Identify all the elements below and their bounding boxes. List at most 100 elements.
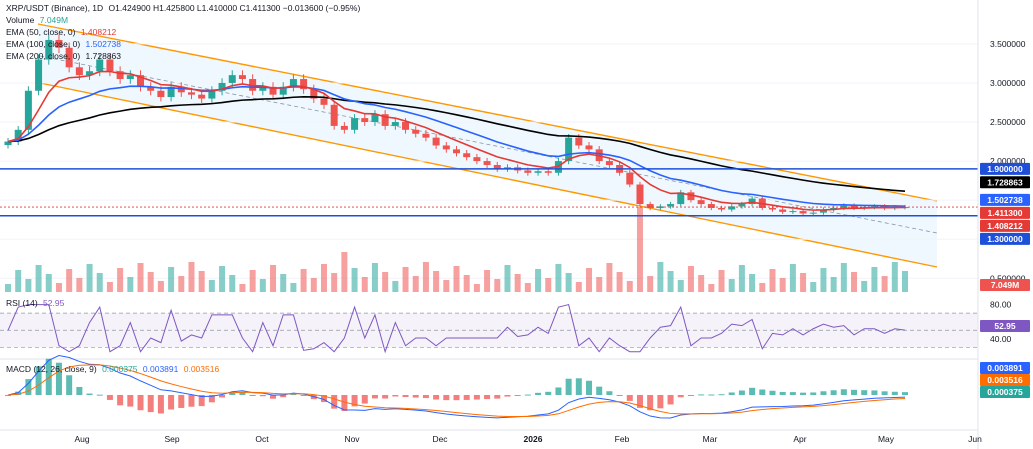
volume-label: Volume — [6, 15, 35, 25]
candle-body-68 — [697, 200, 705, 205]
macd-hist-47 — [484, 395, 491, 400]
volume-bar-3 — [35, 265, 42, 292]
volume-bar-57 — [586, 268, 593, 292]
rsi-legend[interactable]: RSI (14) 52.95 — [6, 298, 64, 309]
channel-upper — [37, 23, 938, 202]
volume-bar-27 — [280, 274, 287, 292]
volume-bar-86 — [881, 276, 888, 292]
volume-bar-7 — [76, 278, 83, 292]
volume-bar-5 — [55, 283, 62, 292]
macd-hist-10 — [106, 395, 113, 400]
volume-tag-text: 7.049M — [991, 280, 1019, 290]
macd-hist-6 — [66, 375, 73, 395]
candle-body-25 — [259, 86, 267, 91]
candle-body-4 — [45, 39, 53, 60]
macd-hist-68 — [698, 394, 705, 396]
volume-bar-77 — [789, 264, 796, 292]
volume-bar-83 — [851, 272, 858, 292]
macd-tag-text: 0.003891 — [987, 363, 1023, 373]
volume-bar-36 — [371, 263, 378, 292]
volume-bar-10 — [106, 282, 113, 292]
volume-bar-47 — [484, 270, 491, 292]
macd-hist-4 — [45, 358, 52, 395]
x-tick-label: May — [878, 434, 895, 444]
candle-body-9 — [96, 59, 104, 72]
macd-hist-66 — [677, 395, 684, 398]
volume-bar-26 — [270, 265, 277, 292]
volume-bar-1 — [15, 270, 22, 292]
candle-body-66 — [677, 192, 685, 205]
volume-legend[interactable]: Volume 7.049M — [6, 15, 68, 26]
ema200-legend[interactable]: EMA (200, close, 0) 1.728863 — [6, 51, 121, 62]
ema100-legend[interactable]: EMA (100, close, 0) 1.502738 — [6, 39, 121, 50]
volume-bar-25 — [259, 279, 266, 292]
macd-hist-41 — [422, 395, 429, 399]
volume-bar-8 — [86, 264, 93, 292]
candle-body-2 — [24, 90, 32, 130]
volume-bar-80 — [820, 268, 827, 292]
volume-bar-60 — [616, 272, 623, 292]
macd-hist-82 — [840, 389, 847, 395]
candle-body-23 — [238, 75, 246, 80]
macd-hist-57 — [586, 380, 593, 395]
signal-line — [7, 364, 906, 418]
macd-legend[interactable]: MACD (12, 26, close, 9) 0.000375 0.00389… — [6, 364, 219, 375]
volume-bar-43 — [443, 280, 450, 292]
macd-hist-5 — [55, 362, 62, 395]
rsi-value: 52.95 — [43, 298, 65, 308]
ohlc-values: O1.424900 H1.425800 L1.410000 C1.411300 … — [108, 3, 361, 13]
volume-bar-54 — [555, 264, 562, 292]
candle-body-70 — [718, 207, 726, 210]
x-tick-label: Nov — [344, 434, 360, 444]
candle-body-82 — [840, 205, 848, 208]
rsi-band — [0, 313, 978, 348]
macd-hist-52 — [535, 392, 542, 395]
price-tag-text: 1.728863 — [987, 177, 1023, 187]
price-tick-label: 2.000000 — [990, 156, 1026, 166]
rsi-tick-label: 80.00 — [990, 300, 1012, 310]
volume-bar-18 — [188, 262, 195, 292]
macd-hist-2 — [25, 379, 32, 395]
volume-bar-2 — [25, 279, 32, 292]
candle-body-29 — [300, 79, 308, 90]
candle-body-43 — [442, 145, 450, 150]
candle-body-53 — [544, 171, 552, 173]
macd-hist-29 — [300, 395, 307, 396]
volume-bar-22 — [229, 275, 236, 292]
macd-hist-39 — [402, 395, 409, 398]
ema200-label: EMA (200, close, 0) — [6, 51, 81, 61]
volume-bar-41 — [422, 262, 429, 292]
candle-body-14 — [147, 86, 155, 91]
macd-tag-bg — [980, 362, 1030, 374]
volume-bar-73 — [749, 274, 756, 292]
ema200-line — [7, 96, 906, 193]
candle-body-31 — [320, 98, 328, 105]
macd-tag-bg — [980, 386, 1030, 398]
macd-hist-17 — [178, 395, 185, 408]
channel-fill — [38, 24, 937, 267]
macd-hist-3 — [35, 366, 42, 395]
macd-hist-13 — [137, 395, 144, 411]
volume-value: 7.049M — [39, 15, 69, 25]
volume-bar-9 — [96, 273, 103, 292]
volume-bar-33 — [341, 252, 348, 292]
macd-signal-value: 0.003516 — [183, 364, 220, 374]
ema50-legend[interactable]: EMA (50, close, 0) 1.408212 — [6, 27, 116, 38]
volume-bar-55 — [565, 273, 572, 292]
macd-hist-56 — [575, 378, 582, 395]
volume-bar-44 — [453, 266, 460, 292]
candle-body-12 — [126, 75, 134, 80]
volume-bar-56 — [575, 282, 582, 292]
macd-hist-81 — [830, 390, 837, 395]
macd-hist-18 — [188, 395, 195, 407]
candle-body-15 — [157, 90, 165, 98]
candle-body-59 — [605, 161, 613, 165]
volume-bar-58 — [596, 277, 603, 292]
macd-hist-value: 0.000375 — [102, 364, 138, 374]
macd-hist-14 — [147, 395, 154, 413]
macd-tag-bg — [980, 374, 1030, 386]
price-channel — [37, 23, 938, 268]
macd-hist-77 — [789, 392, 796, 395]
macd-hist-67 — [687, 395, 694, 396]
